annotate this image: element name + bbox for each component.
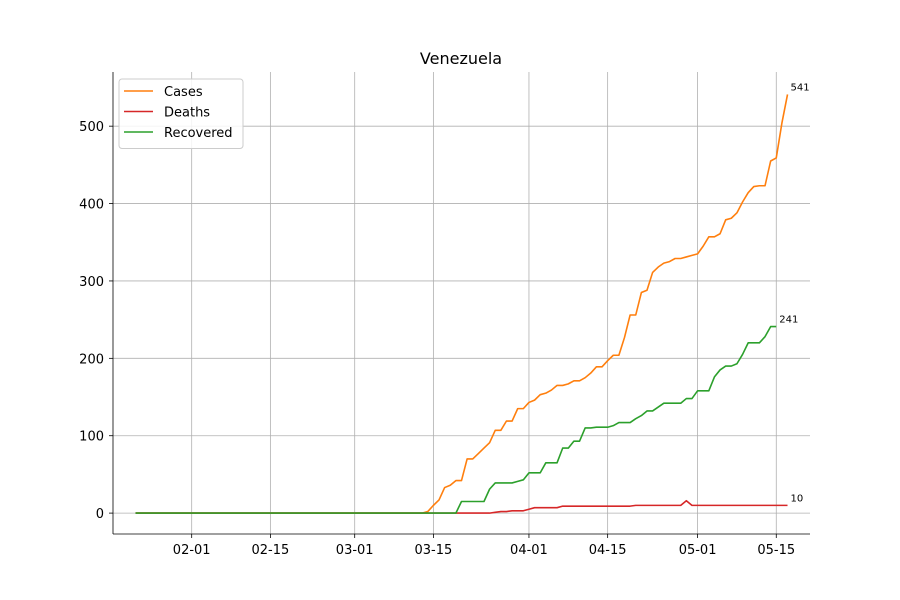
- y-tick-label: 200: [79, 352, 104, 367]
- y-axis-ticks: 0 100 200 300 400 500: [79, 120, 113, 522]
- series-line-deaths: [135, 499, 788, 514]
- end-label-recovered: 241: [779, 315, 798, 326]
- x-tick-label: 03-15: [415, 543, 453, 558]
- grid-lines: [113, 72, 810, 534]
- y-tick-label: 300: [79, 275, 104, 290]
- series-line-recovered: [135, 325, 777, 514]
- series-layer: [135, 94, 789, 514]
- y-tick-label: 500: [79, 120, 104, 135]
- legend: Cases Deaths Recovered: [118, 78, 244, 149]
- axes: [112, 72, 810, 535]
- x-tick-label: 05-15: [757, 543, 795, 558]
- y-tick-label: 0: [96, 507, 104, 522]
- x-tick-label: 05-01: [679, 543, 717, 558]
- legend-label-deaths: Deaths: [164, 106, 210, 121]
- legend-box: [118, 78, 244, 149]
- legend-label-recovered: Recovered: [164, 126, 233, 141]
- y-tick-label: 400: [79, 198, 104, 213]
- x-tick-label: 03-01: [336, 543, 374, 558]
- chart-title: Venezuela: [420, 49, 502, 68]
- end-labels: 541 10 241: [779, 82, 809, 504]
- x-tick-label: 04-01: [510, 543, 548, 558]
- end-label-cases: 541: [791, 82, 810, 93]
- end-label-deaths: 10: [791, 493, 804, 504]
- x-tick-label: 02-15: [251, 543, 289, 558]
- x-axis-ticks: 02-01 02-15 03-01 03-15 04-01 04-15 05-01 05-15: [173, 534, 795, 558]
- series-line-cases: [135, 94, 789, 514]
- x-tick-label: 02-01: [173, 543, 211, 558]
- x-tick-label: 04-15: [589, 543, 627, 558]
- y-tick-label: 100: [79, 430, 104, 445]
- legend-label-cases: Cases: [164, 85, 203, 100]
